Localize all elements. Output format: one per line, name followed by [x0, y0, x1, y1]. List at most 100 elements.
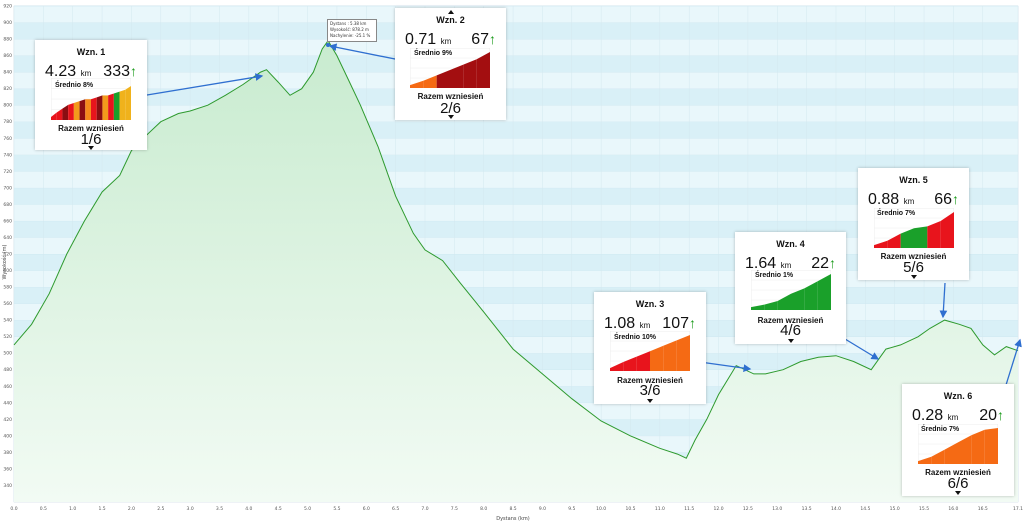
climb-distance: 0.71 km — [405, 31, 452, 48]
climb-card-6[interactable]: Wzn. 6 0.28 km 20↑ Średnio 7% Razem wzni… — [902, 384, 1014, 496]
x-tick-label: 8.0 — [480, 506, 487, 512]
profile-segment — [984, 428, 998, 464]
arrow-up-icon: ↑ — [952, 191, 959, 207]
elevation-area — [14, 40, 1018, 502]
profile-segment — [108, 93, 114, 120]
profile-segment — [764, 301, 778, 310]
climb-gain: 333↑ — [103, 63, 137, 80]
climb-profile — [410, 48, 490, 88]
x-tick-label: 16.5 — [978, 506, 988, 512]
climb-profile — [751, 270, 831, 310]
x-tick-label: 16.0 — [948, 506, 958, 512]
y-tick-label: 480 — [3, 367, 12, 373]
climb-title: Wzn. 6 — [943, 391, 973, 401]
x-axis-label: Dystans (km) — [496, 516, 530, 522]
x-tick-label: 2.0 — [128, 506, 135, 512]
plot-band — [14, 88, 1018, 106]
x-tick-label: 13.5 — [802, 506, 812, 512]
chevron-down-icon[interactable] — [910, 275, 917, 279]
climb-average: Średnio 1% — [755, 272, 794, 279]
profile-segment — [68, 102, 74, 120]
tooltip-elevation: Wysokość: 878.2 m — [330, 27, 369, 32]
x-tick-label: 11.5 — [684, 506, 694, 512]
x-tick-label: 0.0 — [10, 506, 17, 512]
y-tick-label: 760 — [3, 136, 12, 142]
profile-segment — [113, 91, 120, 120]
callout-arrow — [146, 73, 264, 96]
profile-segment — [927, 221, 941, 248]
x-tick-label: 7.5 — [451, 506, 458, 512]
chevron-down-icon[interactable] — [88, 146, 94, 150]
chevron-up-icon[interactable] — [447, 10, 454, 14]
profile-segment — [663, 340, 677, 371]
climb-average: Średnio 7% — [877, 210, 916, 217]
climb-average: Średnio 7% — [921, 426, 960, 433]
x-tick-label: 3.0 — [187, 506, 194, 512]
y-tick-label: 380 — [3, 450, 12, 456]
climb-total-label: Razem wzniesień — [617, 376, 683, 385]
profile-segment — [676, 335, 690, 371]
climb-index: 4/6 — [780, 322, 801, 339]
y-tick-label: 340 — [3, 483, 12, 489]
y-axis-label: Wysokość (m) — [1, 244, 8, 279]
climb-title: Wzn. 5 — [899, 175, 928, 185]
arrow-up-icon: ↑ — [829, 255, 836, 271]
plot-band — [14, 72, 1018, 89]
x-tick-label: 15.5 — [919, 506, 929, 512]
x-tick-label: 6.0 — [363, 506, 370, 512]
y-tick-label: 560 — [3, 301, 12, 307]
profile-segment — [51, 112, 57, 120]
climb-card-2[interactable]: Wzn. 2 0.71 km 67↑ Średnio 9% Razem wzni… — [395, 8, 506, 120]
profile-segment — [463, 59, 477, 88]
y-tick-label: 680 — [3, 202, 12, 208]
y-tick-label: 720 — [3, 169, 12, 175]
climb-title: Wzn. 1 — [76, 47, 106, 57]
climb-index: 3/6 — [639, 382, 661, 399]
profile-segment — [971, 429, 985, 464]
profile-segment — [423, 75, 437, 88]
y-tick-labels: 340 360 380 400 420 440 460 480 500 520 540 560 580 6… — [3, 4, 12, 489]
tooltip-distance: Dystans : 5.38 km — [330, 21, 367, 26]
climb-profile — [51, 78, 131, 120]
climb-total-label: Razem wzniesień — [58, 124, 124, 133]
chevron-down-icon[interactable] — [647, 399, 653, 403]
chevron-down-icon[interactable] — [787, 339, 794, 343]
profile-segment — [777, 293, 791, 310]
climb-total-label: Razem wzniesień — [757, 316, 824, 325]
climb-distance: 1.64 km — [745, 255, 792, 272]
y-tick-label: 460 — [3, 384, 12, 390]
x-tick-label: 12.5 — [743, 506, 753, 512]
climb-card-4[interactable]: Wzn. 4 1.64 km 22↑ Średnio 1% Razem wzni… — [735, 232, 846, 344]
profile-segment — [623, 356, 637, 371]
x-tick-label: 3.5 — [216, 506, 223, 512]
x-tick-label: 14.5 — [860, 506, 870, 512]
profile-segment — [476, 52, 490, 88]
profile-segment — [918, 456, 932, 464]
profile-segment — [102, 95, 109, 120]
chevron-down-icon[interactable] — [447, 115, 454, 119]
y-tick-label: 400 — [3, 433, 12, 439]
y-tick-label: 820 — [3, 86, 12, 92]
profile-segment — [436, 70, 450, 88]
peak-tooltip: Dystans : 5.38 km Wysokość: 878.2 m Nach… — [327, 19, 377, 42]
y-tick-label: 580 — [3, 285, 12, 291]
x-tick-label: 11.0 — [655, 506, 665, 512]
chevron-down-icon[interactable] — [955, 491, 961, 495]
y-tick-label: 780 — [3, 119, 12, 125]
climb-card-5[interactable]: Wzn. 5 0.88 km 66↑ Średnio 7% Razem wzni… — [858, 168, 969, 280]
climb-index: 5/6 — [903, 259, 924, 276]
y-tick-label: 660 — [3, 218, 12, 224]
climb-card-1[interactable]: Wzn. 1 4.23 km 333↑ Średnio 8% Razem wzn… — [35, 40, 147, 150]
profile-segment — [636, 351, 650, 371]
x-tick-label: 4.0 — [245, 506, 252, 512]
profile-segment — [119, 89, 126, 120]
y-tick-label: 920 — [3, 4, 12, 10]
y-tick-label: 360 — [3, 466, 12, 472]
y-tick-label: 880 — [3, 37, 12, 43]
x-tick-label: 6.5 — [392, 506, 399, 512]
plot-band — [14, 22, 1018, 40]
profile-segment — [79, 99, 86, 120]
climb-card-3[interactable]: Wzn. 3 1.08 km 107↑ Średnio 10% Razem wz… — [594, 292, 706, 404]
profile-segment — [85, 99, 91, 120]
x-tick-label: 1.5 — [98, 506, 105, 512]
